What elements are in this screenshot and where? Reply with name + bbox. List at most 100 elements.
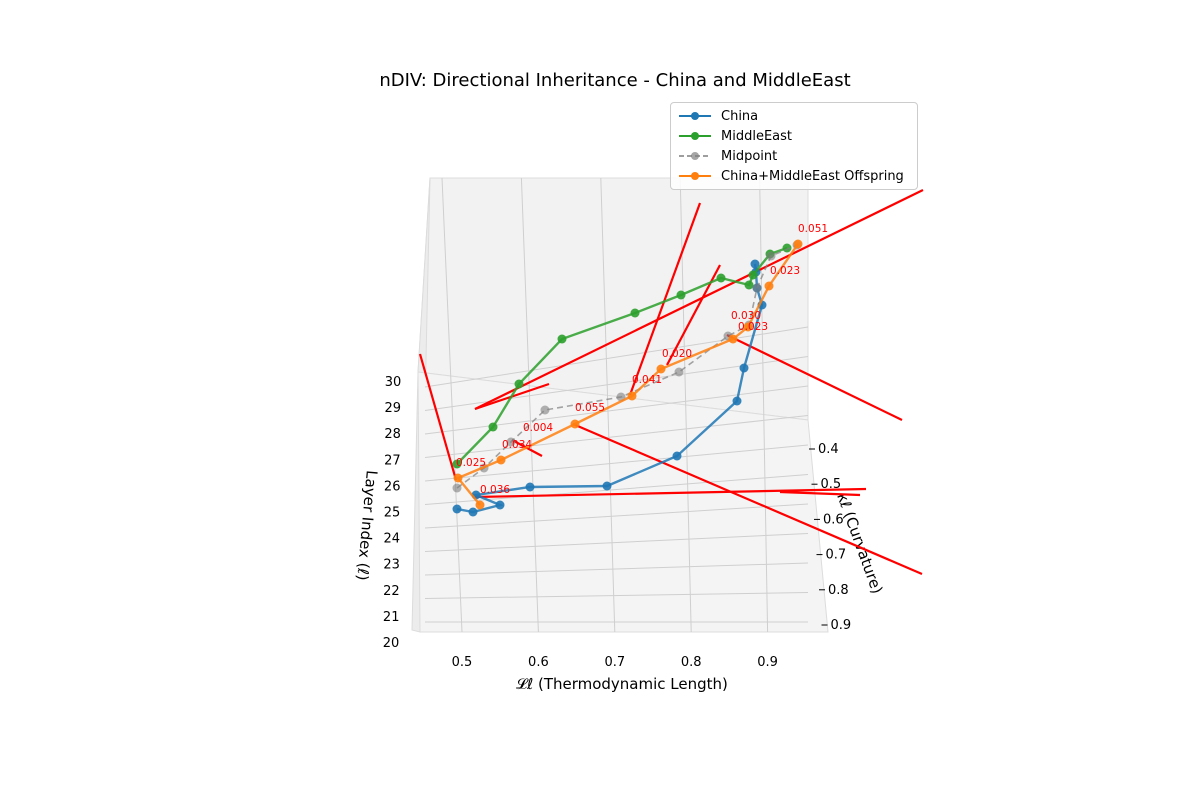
- data-point-midpoint: [752, 283, 762, 293]
- x-tick-label: 0.8: [681, 655, 702, 670]
- y-tick-label: 0.6: [823, 512, 844, 527]
- annotation-label: 0.041: [632, 374, 662, 386]
- legend-swatch-offspring: [679, 172, 711, 180]
- grid-line-z: [424, 444, 809, 482]
- grid-line-x: [520, 177, 539, 633]
- legend-label-midpoint: Midpoint: [721, 148, 778, 164]
- legend: China MiddleEast Midpoint China+MiddleEa…: [670, 102, 918, 190]
- y-tick-label: 0.5: [821, 477, 842, 492]
- x-tick-label: 0.7: [604, 655, 625, 670]
- data-point-middleeast: [676, 290, 686, 300]
- z-tick-label: 30: [385, 375, 402, 390]
- floor-pane: [417, 371, 829, 633]
- data-point-china: [739, 363, 749, 373]
- grid-line-z: [424, 562, 809, 576]
- data-point-china: [525, 482, 535, 492]
- direction-arrow: [779, 490, 861, 497]
- series-line-midpoint: [456, 244, 798, 489]
- grid-line-x: [600, 177, 616, 633]
- data-point-china: [452, 504, 462, 514]
- data-point-middleeast: [557, 334, 567, 344]
- z-tick-label: 20: [383, 636, 400, 651]
- x-tick-label: 0.9: [757, 655, 778, 670]
- data-point-china: [495, 500, 505, 510]
- data-point-middleeast: [488, 422, 498, 432]
- z-tick-label: 27: [384, 453, 401, 468]
- data-point-china-middleeast-offspring: [656, 364, 666, 374]
- data-point-middleeast: [716, 273, 726, 283]
- z-tick-label: 21: [383, 610, 400, 625]
- data-point-middleeast: [744, 280, 754, 290]
- plot-area: 0.5 0.6 0.7 0.8 0.9 0.4 0.5 0.6 0.7 0.8 0.9 20 21 22 2…: [353, 177, 924, 693]
- direction-arrow: [572, 422, 923, 576]
- grid-line-z: [424, 415, 809, 458]
- z-tick-label: 26: [384, 479, 401, 494]
- legend-item-midpoint: Midpoint: [677, 146, 777, 166]
- y-tick-label: 0.9: [831, 618, 852, 633]
- annotation-label: 0.034: [502, 439, 532, 451]
- legend-label-offspring: China+MiddleEast Offspring: [721, 168, 904, 184]
- data-point-china-middleeast-offspring: [764, 281, 774, 291]
- data-point-middleeast: [748, 270, 758, 280]
- y-tick-label: 0.8: [828, 583, 849, 598]
- legend-item-middleeast: MiddleEast: [677, 126, 792, 146]
- data-point-midpoint: [540, 405, 550, 415]
- data-point-middleeast: [782, 243, 792, 253]
- data-point-middleeast: [452, 459, 462, 469]
- data-point-china: [750, 259, 760, 269]
- data-point-china: [672, 451, 682, 461]
- direction-arrow: [474, 189, 924, 410]
- data-point-china-middleeast-offspring: [728, 334, 738, 344]
- data-point-middleeast: [514, 379, 524, 389]
- grid-line-z: [424, 326, 809, 388]
- data-point-china-middleeast-offspring: [743, 322, 753, 332]
- data-point-midpoint: [766, 251, 776, 261]
- data-point-midpoint: [452, 483, 462, 493]
- y-tick-label: 0.4: [818, 442, 839, 457]
- legend-label-middleeast: MiddleEast: [721, 128, 792, 144]
- grid-line-z: [424, 592, 809, 599]
- data-point-china-middleeast-offspring: [496, 455, 506, 465]
- legend-item-china: China: [677, 106, 758, 126]
- annotation-label: 0.004: [523, 422, 553, 434]
- data-point-midpoint: [674, 367, 684, 377]
- z-tick-label: 22: [383, 584, 400, 599]
- y-axis-label: κℓ (Curvature): [833, 490, 886, 596]
- data-point-china: [468, 507, 478, 517]
- direction-arrow: [418, 353, 458, 481]
- grid-line-z: [424, 503, 809, 529]
- x-tick-label: 0.6: [528, 655, 549, 670]
- chart-title: nDIV: Directional Inheritance - China an…: [379, 70, 851, 91]
- data-point-china-middleeast-offspring: [570, 419, 580, 429]
- grid-line-z: [424, 533, 809, 552]
- z-tick-label: 23: [383, 558, 400, 573]
- series-line-china-middleeast-offspring: [456, 243, 799, 506]
- annotation-label: 0.020: [662, 348, 692, 360]
- z-tick-label: 25: [384, 506, 401, 521]
- direction-arrow: [628, 202, 702, 396]
- annotation-label: 0.036: [480, 484, 510, 496]
- x-axis-label: 𝓛ℓ (Thermodynamic Length): [516, 675, 728, 693]
- grid-line-x: [759, 177, 769, 633]
- legend-swatch-china: [679, 112, 711, 120]
- data-point-china-middleeast-offspring: [627, 391, 637, 401]
- direction-arrow: [726, 334, 903, 421]
- annotation-label: 0.023: [738, 321, 768, 333]
- z-axis-label: Layer Index (ℓ): [353, 470, 381, 582]
- legend-swatch-middleeast: [679, 132, 711, 140]
- grid-line-x: [441, 177, 463, 633]
- direction-arrow: [474, 487, 867, 499]
- x-tick-label: 0.5: [452, 655, 473, 670]
- y-tick-label: 0.7: [826, 548, 847, 563]
- annotation-label: 0.030: [731, 310, 761, 322]
- z-tick-label: 24: [384, 532, 401, 547]
- legend-swatch-midpoint: [679, 152, 711, 160]
- data-point-china: [732, 396, 742, 406]
- annotation-label: 0.025: [456, 457, 486, 469]
- data-point-china: [602, 481, 612, 491]
- legend-item-offspring: China+MiddleEast Offspring: [677, 166, 904, 186]
- data-point-china-middleeast-offspring: [475, 500, 485, 510]
- annotation-label: 0.023: [770, 265, 800, 277]
- z-tick-label: 28: [384, 427, 401, 442]
